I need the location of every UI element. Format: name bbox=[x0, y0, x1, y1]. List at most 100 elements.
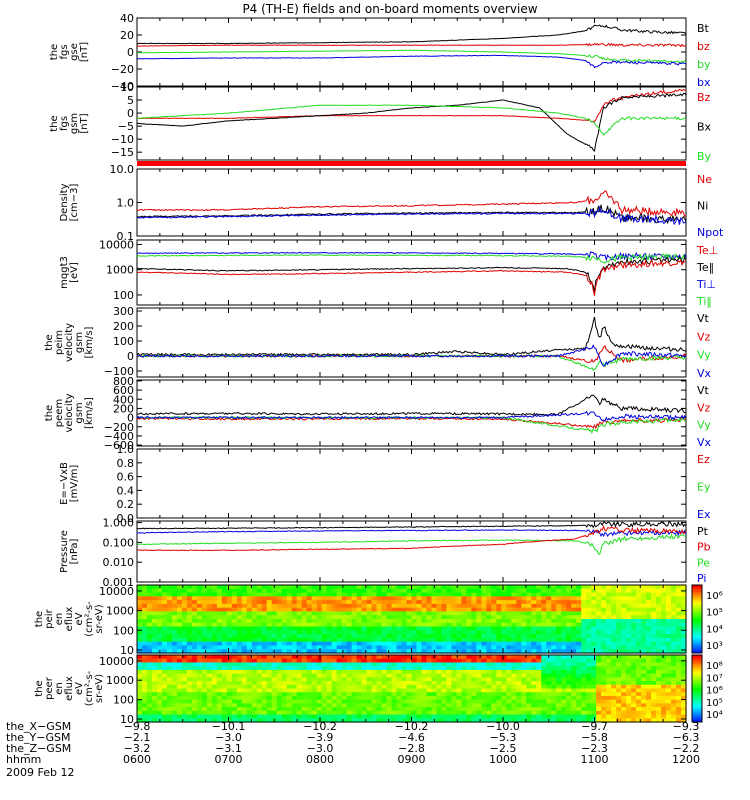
spectrogram-cell bbox=[546, 592, 552, 597]
spectrogram-cell bbox=[386, 588, 393, 594]
spectrogram-cell bbox=[631, 649, 637, 654]
spectrogram-cell bbox=[641, 692, 647, 697]
spectrogram-cell bbox=[596, 673, 602, 678]
spectrogram-cell bbox=[681, 615, 687, 620]
spectrogram-cell bbox=[451, 649, 458, 654]
spectrogram-cell bbox=[191, 588, 198, 594]
spectrogram-cell bbox=[491, 592, 497, 597]
spectrogram-cell bbox=[521, 596, 527, 601]
spectrogram-cell bbox=[271, 600, 278, 605]
spectrogram-cell bbox=[146, 692, 153, 697]
spectrogram-cell bbox=[626, 615, 632, 620]
spectrogram-cell bbox=[671, 619, 677, 624]
spectrogram-cell bbox=[516, 645, 522, 650]
spectrogram-cell bbox=[451, 630, 458, 635]
spectrogram-cell bbox=[331, 703, 338, 708]
spectrogram-cell bbox=[151, 655, 158, 660]
spectrogram-cell bbox=[556, 707, 562, 712]
spectrogram-cell bbox=[331, 655, 338, 660]
spectrogram-cell bbox=[611, 619, 617, 624]
spectrogram-cell bbox=[471, 592, 477, 597]
spectrogram-cell bbox=[676, 677, 682, 682]
spectrogram-cell bbox=[251, 707, 258, 712]
spectrogram-cell bbox=[386, 645, 393, 650]
spectrogram-cell bbox=[601, 649, 607, 654]
spectrogram-cell bbox=[351, 630, 358, 635]
spectrogram-cell bbox=[316, 611, 323, 616]
spectrogram-cell bbox=[591, 615, 597, 620]
spectrogram-cell bbox=[276, 658, 283, 664]
spectrogram-cell bbox=[166, 611, 173, 616]
spectrogram-cell bbox=[611, 649, 617, 654]
spectrogram-cell bbox=[656, 699, 662, 704]
spectrogram-cell bbox=[596, 688, 602, 693]
y-axis-label-line: the bbox=[44, 405, 55, 421]
spectrogram-cell bbox=[516, 662, 522, 667]
spectrogram-cell bbox=[461, 619, 467, 624]
spectrogram-cell bbox=[421, 710, 428, 716]
legend-density-2: Npot bbox=[697, 226, 724, 239]
spectrogram-cell bbox=[471, 588, 477, 594]
spectrogram-cell bbox=[311, 692, 318, 697]
spectrogram-cell bbox=[566, 626, 572, 631]
spectrogram-cell bbox=[556, 611, 562, 616]
legend-pressure-2: Pe bbox=[697, 556, 710, 569]
y-axis-label-line: peir bbox=[44, 608, 55, 628]
spectrogram-cell bbox=[511, 615, 517, 620]
spectrogram-cell bbox=[181, 714, 188, 719]
spectrogram-cell bbox=[376, 707, 383, 712]
spectrogram-cell bbox=[316, 666, 323, 671]
spectrogram-cell bbox=[316, 607, 323, 613]
spectrogram-cell bbox=[556, 673, 562, 678]
spectrogram-cell bbox=[476, 681, 482, 686]
spectrogram-cell bbox=[536, 596, 542, 601]
spectrogram-cell bbox=[541, 626, 547, 631]
spectrogram-cell bbox=[496, 655, 502, 660]
spectrogram-cell bbox=[531, 703, 537, 708]
spectrogram-cell bbox=[506, 695, 512, 701]
spectrogram-cell bbox=[261, 592, 268, 597]
spectrogram-cell bbox=[481, 703, 487, 708]
spectrogram-cell bbox=[166, 688, 173, 693]
spectrogram-cell bbox=[191, 645, 198, 650]
spectrogram-cell bbox=[466, 688, 472, 693]
spectrogram-cell bbox=[576, 692, 582, 697]
spectrogram-cell bbox=[351, 714, 358, 719]
spectrogram-cell bbox=[626, 669, 632, 675]
spectrogram-cell bbox=[376, 703, 383, 708]
spectrogram-cell bbox=[461, 641, 467, 647]
spectrogram-cell bbox=[621, 714, 627, 719]
spectrogram-cell bbox=[341, 681, 348, 686]
spectrogram-cell bbox=[561, 611, 567, 616]
spectrogram-cell bbox=[221, 718, 228, 723]
spectrogram-cell bbox=[461, 692, 467, 697]
spectrogram-cell bbox=[346, 658, 353, 664]
spectrogram-cell bbox=[221, 703, 228, 708]
spectrogram-cell bbox=[321, 655, 328, 660]
spectrogram-cell bbox=[576, 658, 582, 664]
spectrogram-cell bbox=[481, 615, 487, 620]
spectrogram-cell bbox=[221, 596, 228, 601]
spectrogram-cell bbox=[606, 634, 612, 639]
spectrogram-cell bbox=[296, 692, 303, 697]
spectrogram-cell bbox=[376, 677, 383, 682]
spectrogram-cell bbox=[216, 658, 223, 664]
spectrogram-cell bbox=[316, 684, 323, 690]
spectrogram-cell bbox=[251, 699, 258, 704]
spectrogram-cell bbox=[281, 641, 288, 647]
spectrogram-cell bbox=[611, 634, 617, 639]
spectrogram-cell bbox=[416, 630, 423, 635]
spectrogram-cell bbox=[211, 615, 218, 620]
spectrogram-cell bbox=[586, 655, 592, 660]
spectrogram-cell bbox=[501, 684, 507, 690]
spectrogram-cell bbox=[436, 596, 443, 601]
spectrogram-cell bbox=[616, 681, 622, 686]
spectrogram-cell bbox=[656, 596, 662, 601]
x-axis-value: −2.8 bbox=[398, 742, 425, 755]
spectrogram-cell bbox=[661, 718, 667, 723]
spectrogram-cell bbox=[466, 714, 472, 719]
spectrogram-cell bbox=[286, 666, 293, 671]
spectrogram-cell bbox=[576, 600, 582, 605]
spectrogram-cell bbox=[296, 703, 303, 708]
spectrogram-cell bbox=[641, 677, 647, 682]
